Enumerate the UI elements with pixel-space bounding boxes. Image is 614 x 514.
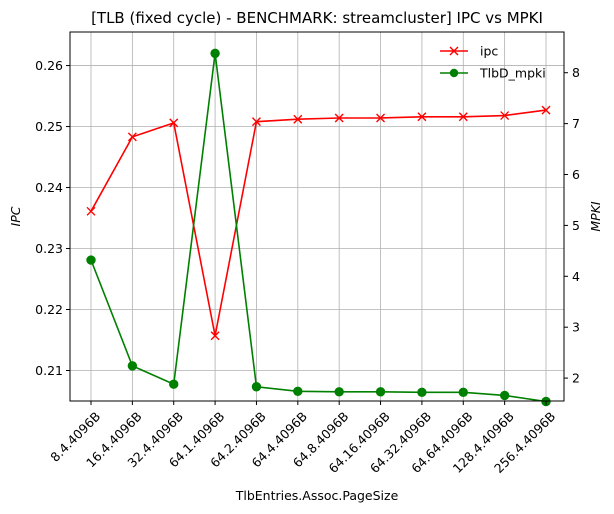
- legend-label-TlbD_mpki: TlbD_mpki: [479, 66, 546, 81]
- point-mark: [376, 113, 386, 123]
- left-axis-label: IPC: [8, 206, 23, 226]
- legend-marker-ipc: [449, 46, 459, 56]
- right-tick-label: 2: [572, 371, 580, 386]
- point-ipc: [210, 331, 220, 341]
- point-TlbD_mpki: [334, 387, 344, 397]
- legend: ipc TlbD_mpki: [440, 44, 546, 81]
- point-TlbD_mpki: [127, 361, 138, 371]
- point-ipc: [293, 114, 303, 124]
- point-TlbD_mpki: [251, 382, 262, 392]
- left-tick-label: 0.25: [35, 119, 63, 134]
- left-tick-label: 0.21: [35, 363, 63, 378]
- point-mark: [251, 117, 261, 127]
- chart-title: [TLB (fixed cycle) - BENCHMARK: streamcl…: [91, 9, 543, 27]
- left-tick-label: 0.24: [35, 180, 63, 195]
- point-ipc: [458, 112, 468, 122]
- point-TlbD_mpki: [293, 386, 303, 397]
- right-tick-label: 6: [572, 167, 580, 182]
- right-axis-label: MPKI: [588, 201, 603, 232]
- legend-marker-TlbD_mpki: [449, 68, 459, 78]
- point-mark: [210, 331, 220, 341]
- point-mark: [169, 118, 179, 128]
- point-ipc: [500, 111, 510, 121]
- right-tick-label: 5: [572, 218, 580, 233]
- grid: [70, 32, 564, 401]
- point-ipc: [417, 112, 427, 122]
- left-tick-label: 0.26: [35, 58, 63, 73]
- point-mark: [458, 112, 468, 122]
- left-tick-label: 0.23: [35, 241, 63, 256]
- point-ipc: [334, 113, 344, 123]
- point-ipc: [127, 132, 137, 142]
- point-ipc: [169, 118, 179, 128]
- right-tick-label: 8: [572, 65, 580, 80]
- plot-frame: [69, 31, 565, 402]
- right-tick-label: 3: [572, 320, 580, 335]
- point-mark: [417, 112, 427, 122]
- point-TlbD_mpki: [210, 48, 220, 59]
- point-TlbD_mpki: [499, 390, 510, 401]
- series-line-ipc: [90, 109, 547, 336]
- point-mark: [293, 114, 303, 124]
- point-TlbD_mpki: [86, 255, 96, 265]
- left-axis: 0.21 0.22 0.23 0.24 0.25 0.26: [35, 58, 70, 378]
- left-tick-label: 0.22: [35, 302, 63, 317]
- series-layer: [86, 48, 551, 407]
- point-TlbD_mpki: [458, 387, 468, 398]
- legend-label-ipc: ipc: [480, 44, 498, 59]
- point-mark: [127, 132, 137, 142]
- right-tick-label: 4: [572, 269, 580, 284]
- point-ipc: [541, 105, 551, 115]
- point-mark: [541, 105, 551, 115]
- right-tick-label: 7: [572, 116, 580, 131]
- point-TlbD_mpki: [417, 387, 427, 398]
- series-line-TlbD_mpki: [90, 53, 547, 403]
- point-TlbD_mpki: [169, 379, 179, 389]
- point-mark: [500, 111, 510, 121]
- point-mark: [334, 113, 344, 123]
- point-TlbD_mpki: [375, 387, 386, 397]
- point-ipc: [251, 117, 261, 127]
- point-ipc: [376, 113, 386, 123]
- point-mark: [86, 206, 96, 216]
- right-axis: 2 3 4 5 6 7 8: [564, 65, 580, 386]
- point-ipc: [86, 206, 96, 216]
- x-axis-label: TlbEntries.Assoc.PageSize: [235, 488, 399, 503]
